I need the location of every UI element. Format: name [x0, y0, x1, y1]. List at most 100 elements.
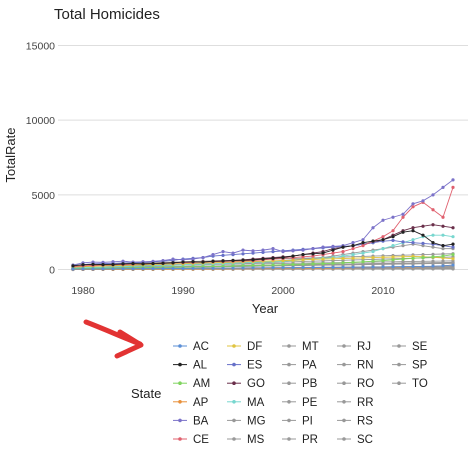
legend-label-rr: RR	[357, 397, 374, 409]
legend-title: State	[131, 386, 161, 401]
point-al	[301, 253, 305, 257]
point-es	[221, 253, 225, 257]
point-al	[351, 244, 355, 248]
point-al	[161, 261, 165, 265]
point-es	[241, 252, 245, 256]
series-ac	[71, 263, 455, 271]
point-ba	[291, 249, 295, 253]
point-df	[451, 257, 455, 261]
point-ba	[101, 260, 105, 264]
point-am	[441, 254, 445, 258]
legend-label-pr: PR	[302, 434, 318, 446]
point-am	[381, 258, 385, 263]
series-ba	[71, 178, 455, 267]
point-al	[151, 261, 155, 266]
legend-key-point-pa	[287, 362, 291, 367]
point-ma	[371, 250, 375, 254]
point-ba	[181, 258, 185, 262]
legend-label-sp: SP	[412, 360, 428, 372]
point-ba	[331, 244, 335, 248]
point-al	[451, 242, 455, 246]
point-ac	[431, 264, 435, 268]
point-al	[421, 233, 425, 237]
legend-key-point-ac	[178, 344, 182, 348]
y-tick-label: 5000	[32, 190, 56, 202]
point-ac	[161, 266, 165, 271]
point-df	[401, 255, 405, 259]
point-al	[311, 252, 315, 256]
point-ce	[431, 208, 435, 212]
point-ba	[301, 248, 305, 252]
point-al	[431, 241, 435, 245]
point-al	[141, 262, 145, 266]
point-al	[91, 262, 95, 266]
point-ba	[261, 248, 265, 252]
point-am	[301, 262, 305, 266]
point-df	[361, 256, 365, 260]
point-ba	[211, 253, 215, 257]
point-ba	[281, 250, 285, 254]
point-ac	[281, 266, 285, 270]
legend-label-sc: SC	[357, 434, 373, 446]
point-am	[371, 259, 375, 263]
point-al	[131, 261, 135, 266]
point-ba	[171, 257, 175, 261]
point-ce	[301, 255, 305, 259]
point-ac	[401, 265, 405, 269]
legend-label-df: DF	[247, 341, 262, 353]
point-ce	[331, 251, 335, 255]
point-ba	[431, 193, 435, 197]
point-al	[251, 258, 255, 262]
point-ba	[311, 247, 315, 251]
point-al	[191, 260, 195, 264]
point-al	[371, 239, 375, 243]
point-ba	[151, 259, 155, 263]
point-df	[381, 255, 385, 259]
point-mg	[421, 244, 425, 248]
point-ms	[361, 262, 365, 267]
legend-key-point-ro	[342, 381, 346, 386]
point-df	[311, 257, 315, 261]
legend-key-point-to	[397, 381, 401, 386]
x-axis-label: Year	[252, 301, 279, 316]
legend-key-point-mg	[232, 418, 236, 423]
point-am	[291, 262, 295, 267]
point-ms	[401, 262, 405, 266]
point-al	[361, 241, 365, 245]
point-al	[261, 257, 265, 261]
chart-title: Total Homicides	[54, 6, 160, 23]
point-ba	[121, 259, 125, 263]
legend-label-go: GO	[247, 378, 265, 390]
point-am	[391, 258, 395, 262]
point-ac	[91, 267, 95, 271]
legend-key-point-es	[232, 362, 236, 367]
point-ce	[411, 205, 415, 209]
legend-label-al: AL	[193, 360, 208, 372]
legend-label-pb: PB	[302, 378, 318, 390]
point-ma	[351, 253, 355, 257]
legend-label-rs: RS	[357, 415, 373, 427]
point-ma	[381, 247, 385, 251]
point-ac	[71, 267, 75, 271]
point-ac	[221, 266, 225, 270]
x-tick-labels: 1980 1990 2000 2010	[71, 285, 395, 297]
point-am	[261, 263, 265, 267]
legend-label-pe: PE	[302, 397, 318, 409]
point-ac	[291, 266, 295, 270]
legend-label-se: SE	[412, 341, 428, 353]
legend-key-point-pe	[287, 400, 291, 404]
point-ac	[361, 265, 365, 269]
point-al	[291, 254, 295, 258]
point-ce	[401, 215, 405, 219]
series-line-ce	[72, 187, 454, 268]
legend-label-ac: AC	[193, 341, 209, 353]
point-es	[411, 241, 415, 245]
point-am	[281, 263, 285, 267]
point-ba	[91, 260, 95, 264]
point-go	[441, 224, 445, 228]
point-ac	[441, 264, 445, 268]
point-ba	[231, 251, 235, 255]
legend-key-point-ma	[232, 400, 236, 404]
legend-label-pa: PA	[302, 360, 317, 372]
point-df	[331, 257, 335, 261]
